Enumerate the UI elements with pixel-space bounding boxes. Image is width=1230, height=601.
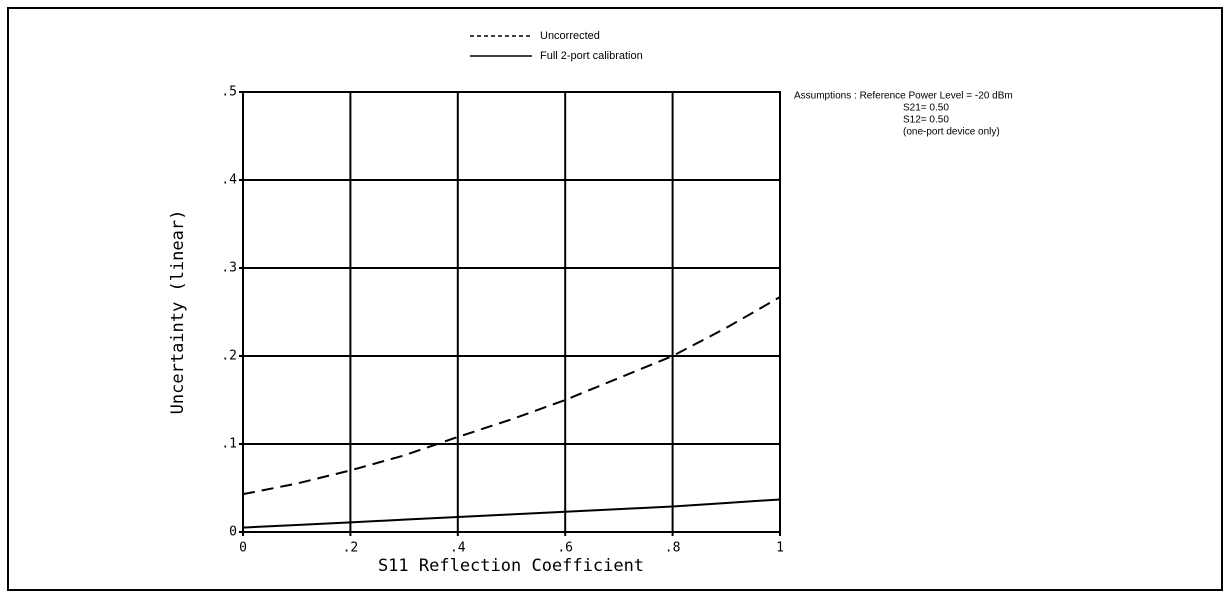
x-tick-label: .2 xyxy=(343,541,359,556)
annotation: S12= 0.50 xyxy=(903,115,949,126)
frame xyxy=(7,7,1223,591)
y-tick-label: .3 xyxy=(221,261,237,276)
x-tick-label: .6 xyxy=(557,541,573,556)
y-tick-label: 0 xyxy=(229,525,237,540)
legend-label: Uncorrected xyxy=(540,30,600,42)
plot-frame xyxy=(242,91,781,533)
x-tick-label: 0 xyxy=(239,541,247,556)
x-tick-label: 1 xyxy=(776,541,784,556)
y-tick-label: .4 xyxy=(221,173,237,188)
x-axis-label: S11 Reflection Coefficient xyxy=(378,556,644,576)
y-tick-label: .1 xyxy=(221,437,237,452)
y-tick-label: .2 xyxy=(221,349,237,364)
x-tick-label: .8 xyxy=(665,541,681,556)
series-line xyxy=(242,498,781,529)
series-line xyxy=(242,296,781,496)
y-tick-label: .5 xyxy=(221,85,237,100)
annotation: S21= 0.50 xyxy=(903,103,949,114)
x-tick-label: .4 xyxy=(450,541,466,556)
legend-label: Full 2-port calibration xyxy=(540,50,643,62)
y-axis-label: Uncertainty (linear) xyxy=(168,210,188,415)
annotation: (one-port device only) xyxy=(903,127,1000,138)
annotation: Assumptions : Reference Power Level = -2… xyxy=(794,91,1013,102)
